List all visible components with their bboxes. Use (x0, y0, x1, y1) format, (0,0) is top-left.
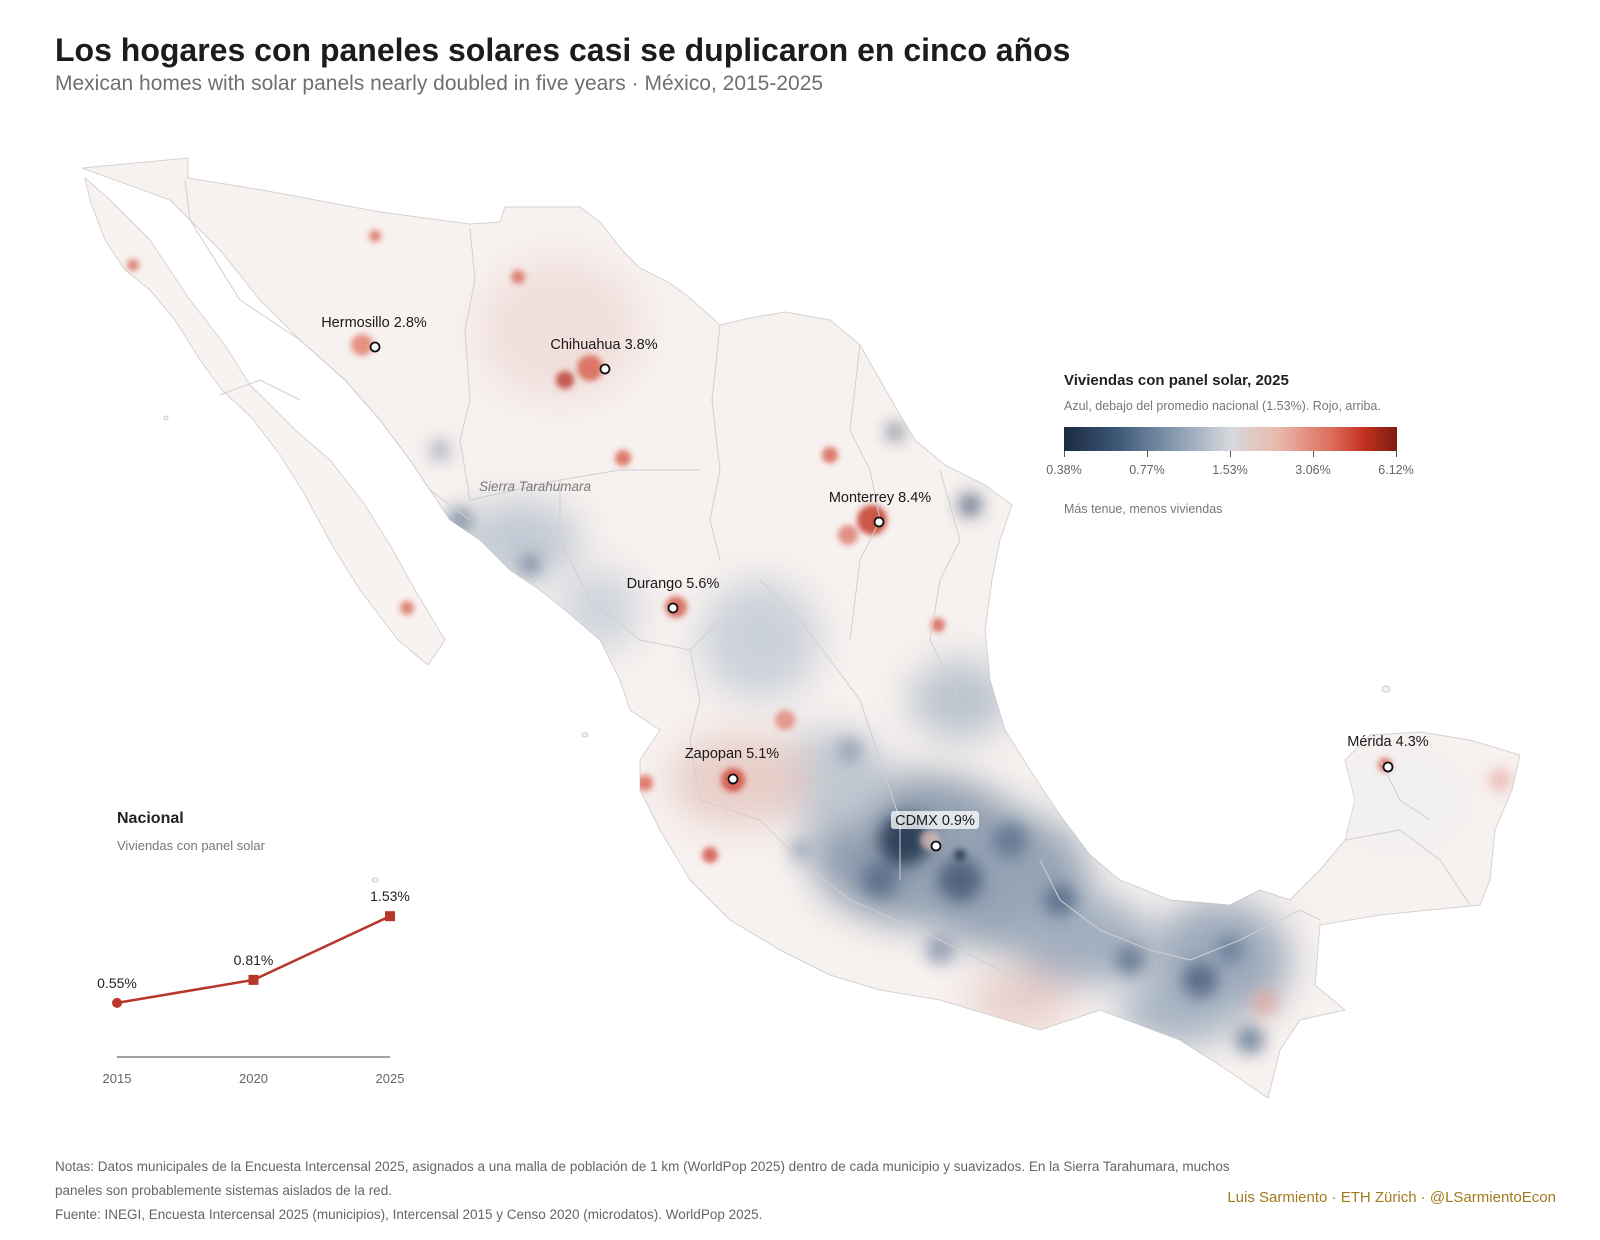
state-borders (184, 179, 1471, 991)
legend-tick (1396, 451, 1397, 457)
city-chihuahua: Chihuahua 3.8% (550, 337, 658, 375)
data-point (112, 997, 122, 1008)
city-marker-icon (873, 516, 885, 528)
city-cdmx: CDMX 0.9% (891, 811, 979, 852)
legend-note: Más tenue, menos viviendas (1064, 502, 1223, 516)
x-tick-label: 2015 (103, 1071, 132, 1086)
data-point (248, 974, 259, 985)
national-chart-title: Nacional (117, 810, 184, 827)
city-marker-icon (667, 602, 679, 614)
notes: Notas: Datos municipales de la Encuesta … (55, 1155, 1255, 1227)
islands (163, 415, 1391, 883)
legend-tick (1064, 451, 1065, 457)
city-durango: Durango 5.6% (627, 576, 720, 614)
city-marker-icon (930, 840, 942, 852)
data-label: 0.81% (234, 952, 274, 968)
data-label: 1.53% (370, 888, 410, 904)
national-line-chart: 0.55% 2015 0.81% 2020 1.53% 2025 (97, 888, 410, 1086)
city-marker-icon (727, 773, 739, 785)
data-label: 0.55% (97, 975, 137, 991)
source-text: Fuente: INEGI, Encuesta Intercensal 2025… (55, 1207, 763, 1222)
city-hermosillo: Hermosillo 2.8% (321, 315, 427, 353)
legend-subtitle: Azul, debajo del promedio nacional (1.53… (1064, 399, 1381, 413)
legend-color-bar (1064, 427, 1397, 451)
legend-tick-label: 6.12% (1378, 463, 1414, 477)
x-tick-label: 2020 (239, 1071, 268, 1086)
legend-tick-label: 3.06% (1295, 463, 1331, 477)
legend-tick-label: 1.53% (1212, 463, 1248, 477)
notes-text: Notas: Datos municipales de la Encuesta … (55, 1159, 1230, 1198)
city-label: Hermosillo 2.8% (321, 315, 427, 331)
city-label: Durango 5.6% (627, 576, 720, 592)
legend-tick-label: 0.38% (1046, 463, 1082, 477)
legend-tick (1313, 451, 1314, 457)
legend-tick-label: 0.77% (1129, 463, 1165, 477)
legend-tick (1230, 451, 1231, 457)
legend-title: Viviendas con panel solar, 2025 (1064, 372, 1289, 389)
city-label: Chihuahua 3.8% (550, 337, 657, 353)
region-label: Sierra Tarahumara (479, 479, 592, 494)
legend-tick (1147, 451, 1148, 457)
city-label: CDMX 0.9% (895, 813, 975, 829)
data-point (385, 911, 395, 922)
x-tick-label: 2025 (376, 1071, 405, 1086)
city-merida: Mérida 4.3% (1347, 734, 1429, 773)
density-surface (127, 230, 1508, 1060)
city-marker-icon (1382, 761, 1394, 773)
city-label: Monterrey 8.4% (829, 490, 931, 506)
legend-ticks (1064, 451, 1397, 457)
city-monterrey: Monterrey 8.4% (829, 490, 931, 528)
city-label: Zapopan 5.1% (685, 746, 779, 762)
city-marker-icon (599, 363, 611, 375)
national-chart-subtitle: Viviendas con panel solar (117, 838, 265, 853)
city-marker-icon (369, 341, 381, 353)
page-subtitle: Mexican homes with solar panels nearly d… (55, 72, 824, 95)
credit: Luis Sarmiento · ETH Zürich · @LSarmient… (1227, 1189, 1556, 1206)
city-zapopan: Zapopan 5.1% (685, 746, 779, 785)
page-title: Los hogares con paneles solares casi se … (55, 32, 1071, 68)
city-label: Mérida 4.3% (1347, 734, 1429, 750)
mexico-map: Sierra Tarahumara Hermosillo 2.8% Chihua… (81, 157, 1521, 1099)
